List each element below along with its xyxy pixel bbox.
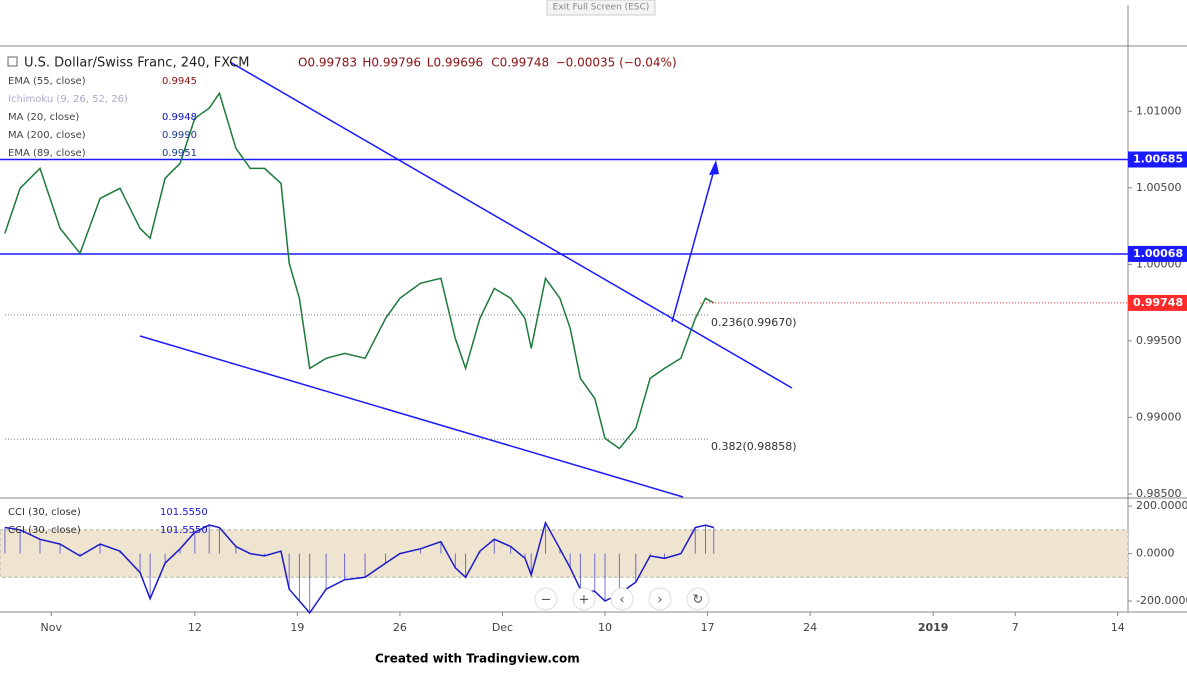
footer: Created with Tradingview.com — [375, 652, 580, 666]
indicator-value: 0.9948 — [162, 112, 197, 123]
ohlc-text: O0.99783 — [298, 56, 357, 70]
x-tick-label: 10 — [598, 621, 612, 634]
nav-button[interactable] — [534, 587, 558, 611]
indicator-name: Ichimoku (9, 26, 52, 26) — [8, 94, 128, 105]
indicator-value: 0.9951 — [162, 148, 197, 159]
nav-button[interactable] — [610, 587, 634, 611]
x-tick-label: 24 — [803, 621, 817, 634]
y-tick-label: 0.98500 — [1136, 487, 1182, 500]
arrow-head — [709, 160, 719, 175]
fib-label: 0.382(0.98858) — [711, 440, 797, 453]
level-label: 1.00685 — [1133, 153, 1183, 166]
x-tick-label: 7 — [1012, 621, 1019, 634]
x-tick-label: 19 — [290, 621, 304, 634]
exit-button-text[interactable]: Exit Full Screen (ESC) — [553, 3, 650, 13]
level-label: 1.00068 — [1133, 247, 1183, 260]
osc-legend-name: CCI (30, close) — [8, 507, 81, 518]
x-tick-label: 2019 — [918, 621, 949, 634]
annotations — [139, 61, 793, 498]
x-tick-label: 12 — [188, 621, 202, 634]
legend-icon — [7, 56, 18, 67]
trend-line — [229, 61, 793, 389]
y-tick-label: 200.0000 — [1136, 499, 1187, 512]
chart-title: U.S. Dollar/Swiss Franc, 240, FXCM — [24, 56, 250, 71]
nav-button-label[interactable]: ‹ — [619, 593, 624, 608]
level-tag — [1128, 245, 1187, 262]
nav-button-label[interactable]: ↻ — [693, 593, 704, 608]
last-price-label: 0.99748 — [1133, 296, 1183, 309]
osc-legend-name: CCI (30, close) — [8, 525, 81, 536]
x-tick-label: 14 — [1111, 621, 1125, 634]
x-tick-label: 17 — [701, 621, 715, 634]
y-tick-label: 1.01000 — [1136, 104, 1182, 117]
y-tick-label: 0.99000 — [1136, 410, 1182, 423]
indicator-name: MA (20, close) — [8, 112, 79, 123]
indicator-value: 0.9945 — [162, 76, 197, 87]
x-tick-label: Nov — [41, 621, 63, 634]
nav-button-label[interactable]: + — [579, 593, 590, 608]
indicator-name: EMA (89, close) — [8, 148, 86, 159]
indicator-value: 0.9990 — [162, 130, 197, 141]
indicator-name: EMA (55, close) — [8, 76, 86, 87]
band — [0, 529, 1129, 578]
fib-label: 0.236(0.99670) — [711, 316, 797, 329]
exit-button[interactable] — [546, 0, 656, 16]
x-tick-label: Dec — [492, 621, 513, 634]
arrow — [671, 169, 715, 323]
nav-button[interactable] — [686, 587, 710, 611]
y-tick-label: 1.00500 — [1136, 181, 1182, 194]
indicator-name: MA (200, close) — [8, 130, 86, 141]
nav-button[interactable] — [648, 587, 672, 611]
x-tick-label: 26 — [393, 621, 407, 634]
osc-legend-value: 101.5550 — [160, 525, 208, 536]
nav-button-label[interactable]: − — [541, 593, 552, 608]
osc-line — [4, 520, 714, 615]
y-tick-label: 0.99500 — [1136, 334, 1182, 347]
level-tag — [1128, 151, 1187, 168]
osc-legend-value: 101.5550 — [160, 507, 208, 518]
y-tick-label: -200.0000 — [1136, 594, 1187, 607]
nav-button-label[interactable]: › — [657, 593, 662, 608]
trend-line — [139, 335, 684, 498]
last-price-tag — [1128, 294, 1187, 311]
nav-button[interactable] — [572, 587, 596, 611]
price-line — [4, 91, 715, 450]
y-tick-label: 0.0000 — [1136, 547, 1175, 560]
ohlc-text: C0.99748 — [491, 56, 549, 70]
ohlc-text: H0.99796 — [362, 56, 421, 70]
ohlc-text: L0.99696 — [427, 56, 483, 70]
ohlc-text: −0.00035 (−0.04%) — [556, 56, 677, 70]
